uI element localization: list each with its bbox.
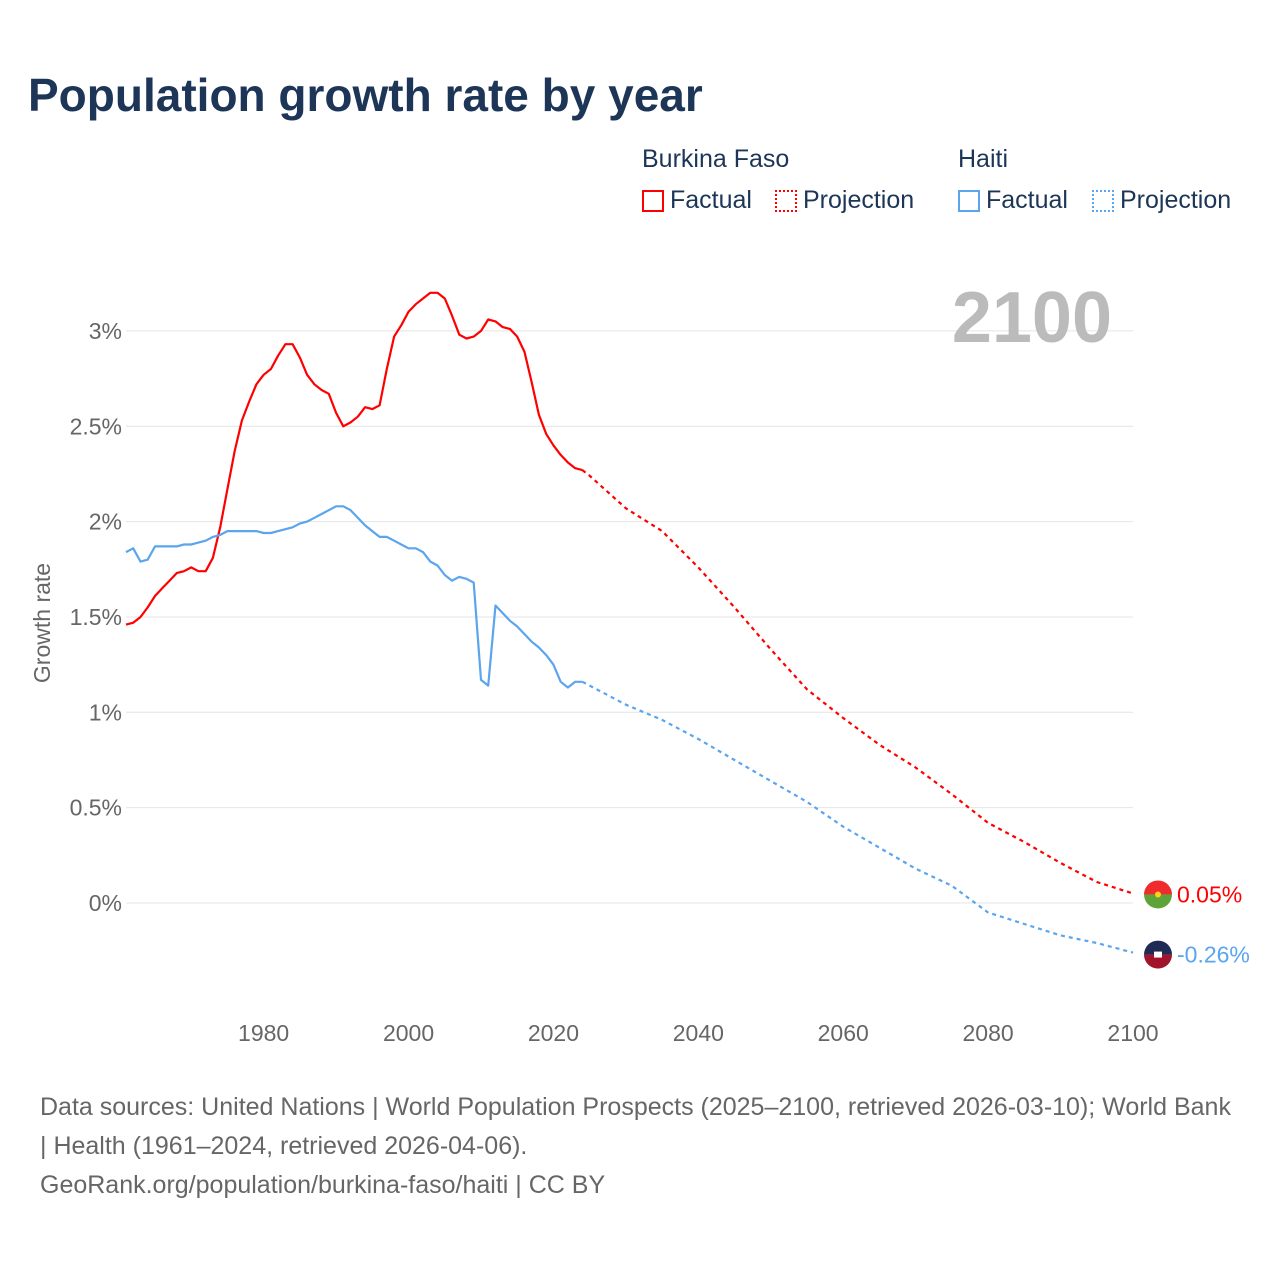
x-tick-label: 2000 bbox=[383, 1020, 434, 1046]
data-sources: Data sources: United Nations | World Pop… bbox=[40, 1093, 1231, 1160]
legend-burkina-projection[interactable]: Projection bbox=[775, 186, 914, 215]
legend-swatch-dotted bbox=[775, 189, 797, 212]
y-tick-label: 2% bbox=[89, 509, 122, 535]
footer: Data sources: United Nations | World Pop… bbox=[40, 1088, 1240, 1205]
y-tick-label: 0% bbox=[89, 890, 122, 916]
legend-haiti-factual[interactable]: Factual bbox=[958, 186, 1068, 215]
x-tick-label: 2060 bbox=[818, 1020, 869, 1046]
x-tick-label: 2100 bbox=[1107, 1020, 1158, 1046]
legend-label: Factual bbox=[670, 186, 752, 214]
burkina-faso-flag-icon bbox=[1144, 880, 1172, 909]
y-tick-label: 3% bbox=[89, 318, 122, 344]
legend-label: Projection bbox=[803, 186, 915, 214]
year-watermark: 2100 bbox=[952, 278, 1112, 358]
x-tick-label: 2020 bbox=[528, 1020, 579, 1046]
legend-label: Projection bbox=[1120, 186, 1232, 214]
legend-group-burkina-faso: Burkina Faso bbox=[642, 145, 790, 173]
y-tick-label: 0.5% bbox=[70, 795, 122, 821]
y-axis-label: Growth rate bbox=[29, 563, 55, 683]
legend-burkina-factual[interactable]: Factual bbox=[642, 186, 752, 215]
legend-group-haiti: Haiti bbox=[958, 145, 1009, 173]
series-line-burkina-faso-factual bbox=[125, 291, 583, 626]
haiti-flag-icon bbox=[1144, 940, 1172, 969]
y-tick-label: 1.5% bbox=[70, 604, 122, 630]
line-chart: 0% 0.5% 1% 1.5% 2% 2.5% 3% 1980 2000 2020 2040 2060… bbox=[29, 278, 1250, 1046]
legend-swatch-dotted bbox=[1092, 189, 1114, 212]
series-line-haiti-factual bbox=[125, 505, 583, 689]
series-line-haiti-projection bbox=[581, 680, 1134, 954]
end-value-label: 0.05% bbox=[1177, 881, 1242, 907]
y-tick-label: 1% bbox=[89, 699, 122, 725]
chart-title: Population growth rate by year bbox=[28, 69, 703, 121]
x-tick-label: 1980 bbox=[238, 1020, 289, 1046]
series-line-burkina-faso-projection bbox=[581, 469, 1134, 895]
legend-label: Factual bbox=[986, 186, 1068, 214]
legend-swatch-solid bbox=[642, 189, 664, 212]
legend-haiti-projection[interactable]: Projection bbox=[1092, 186, 1231, 215]
x-tick-label: 2040 bbox=[673, 1020, 724, 1046]
credit-link[interactable]: GeoRank.org/population/burkina-faso/hait… bbox=[40, 1171, 606, 1199]
end-value-label: -0.26% bbox=[1177, 942, 1250, 968]
legend-swatch-solid bbox=[958, 189, 980, 212]
x-tick-label: 2080 bbox=[963, 1020, 1014, 1046]
y-tick-label: 2.5% bbox=[70, 413, 122, 439]
